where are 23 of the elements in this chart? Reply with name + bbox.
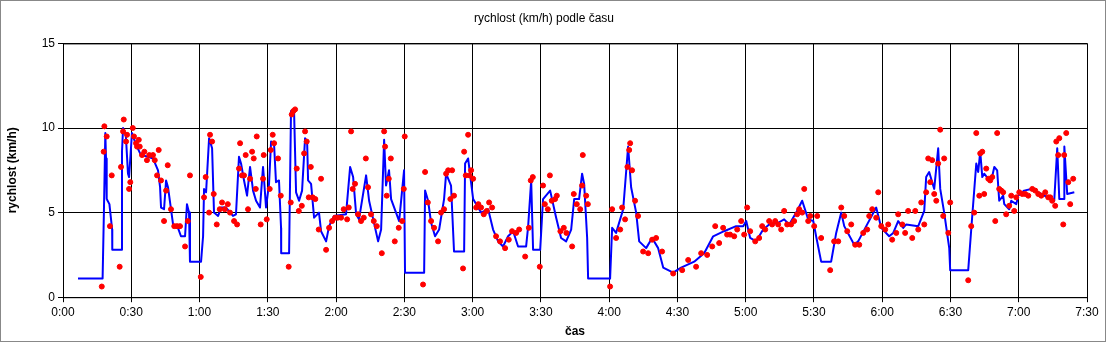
y-axis-title: rychlost (km/h) [4,127,19,214]
x-tick-label: 1:00 [187,304,212,319]
x-tick-label: 3:00 [460,304,485,319]
x-tick-label: 2:30 [392,304,417,319]
y-tick-label: 10 [41,120,56,135]
y-tick-label: 0 [48,289,56,304]
x-tick-label: 0:30 [119,304,144,319]
x-tick-label: 6:30 [938,304,963,319]
x-tick-label: 4:30 [665,304,690,319]
x-tick-label: 3:30 [529,304,553,319]
x-tick-label: 5:00 [733,304,758,319]
x-tick-label: 4:00 [597,304,622,319]
x-tick-label: 1:30 [256,304,280,319]
x-tick-label: 7:30 [1075,304,1099,319]
x-tick-label: 6:00 [870,304,895,319]
chart-title: rychlost (km/h) podle času [473,10,615,25]
x-tick-label: 5:30 [802,304,826,319]
x-tick-label: 7:00 [1007,304,1031,319]
y-tick-label: 15 [41,35,56,50]
x-tick-label: 2:00 [324,304,349,319]
x-tick-label: 0:00 [51,304,75,319]
x-axis-title: čas [564,324,586,339]
y-tick-label: 5 [48,204,56,219]
